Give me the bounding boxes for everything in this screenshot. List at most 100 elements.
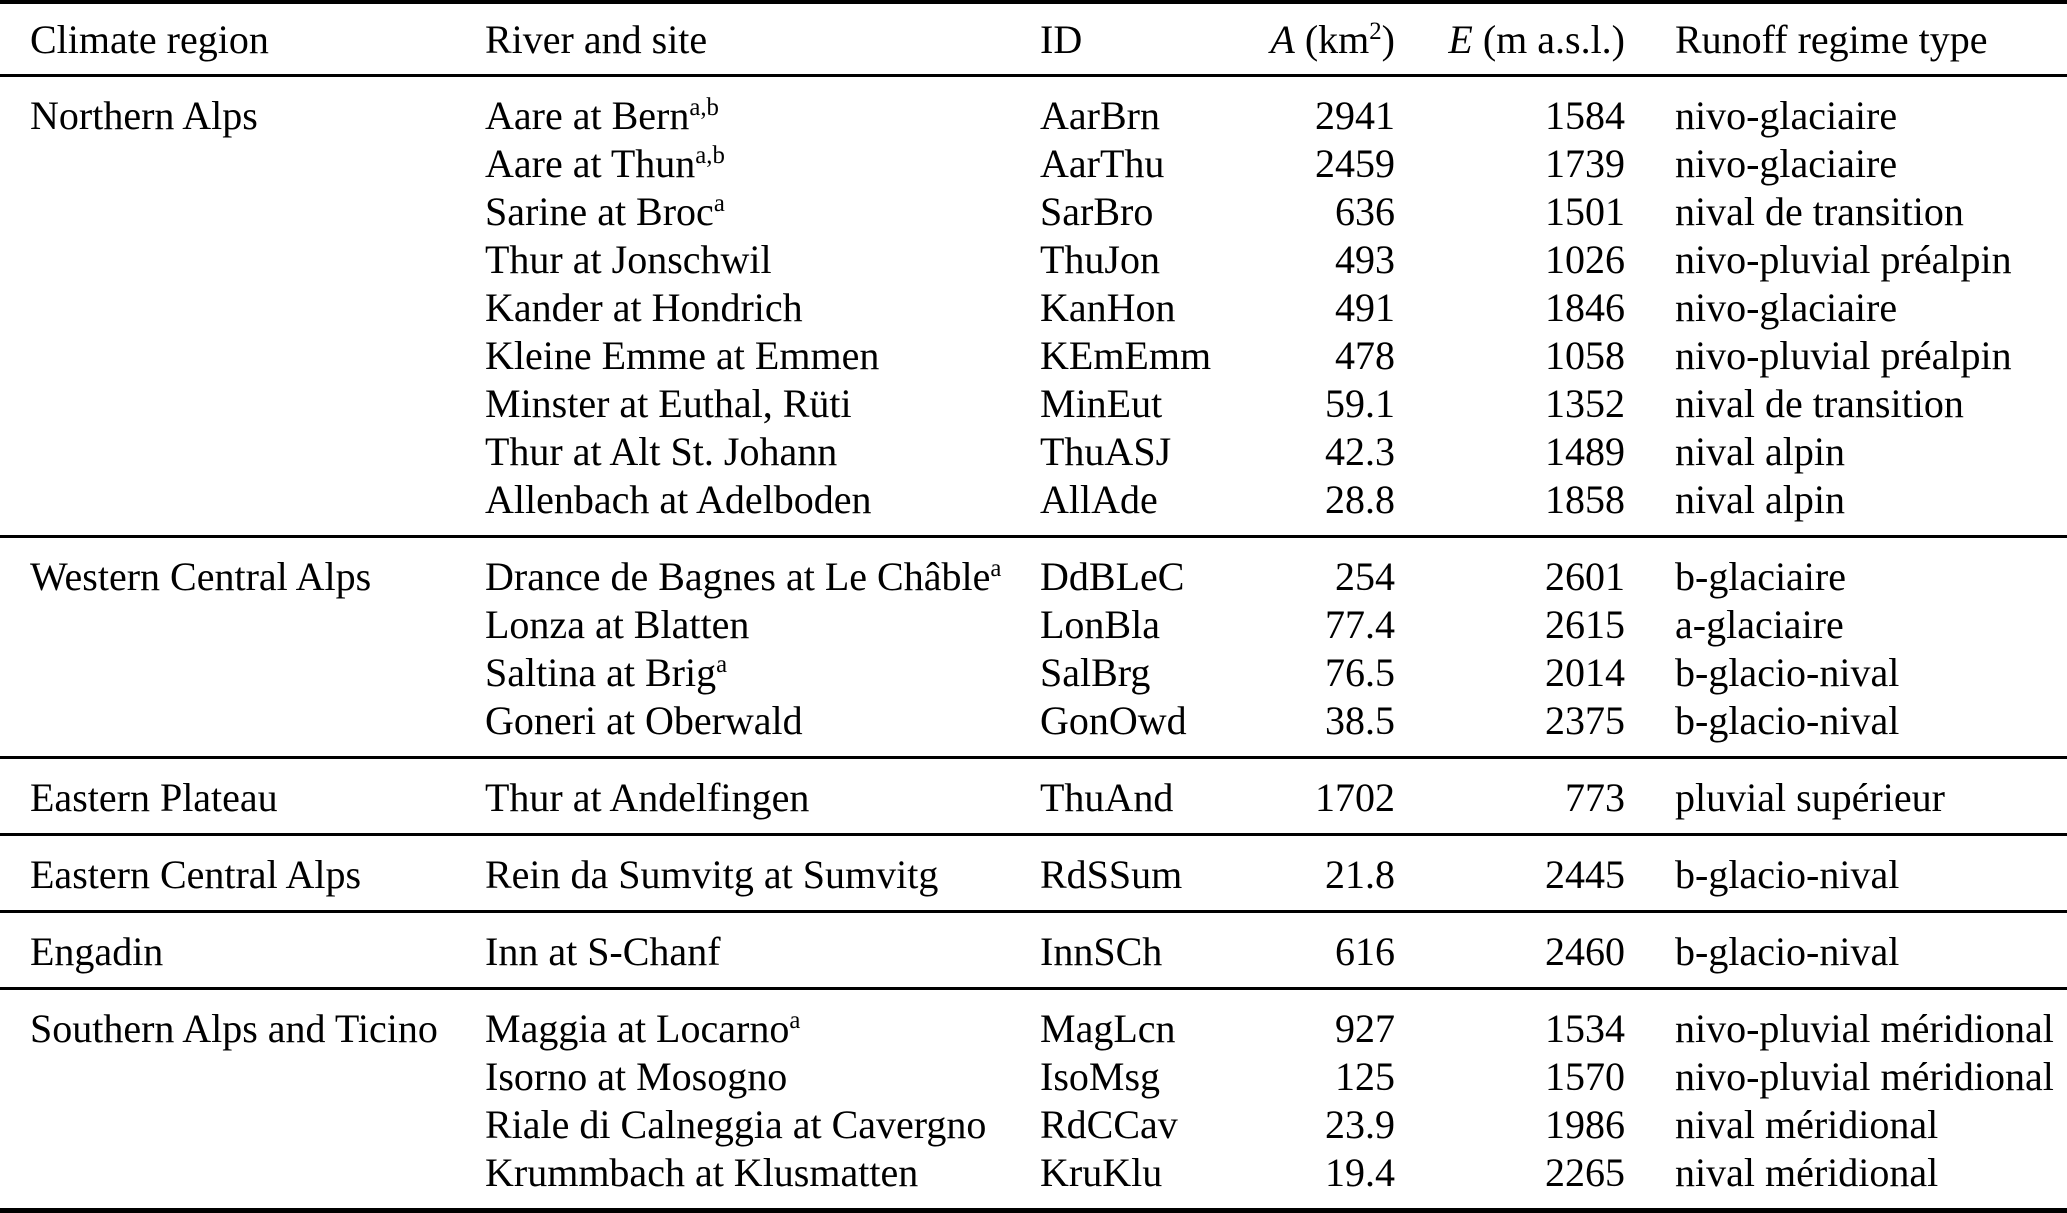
table-row: Kander at Hondrich KanHon 491 1846 nivo-glac… [0, 283, 2067, 331]
river-site-cell: Maggia at Locarnoa [485, 987, 1040, 1052]
elevation-cell-text: 1489 [1545, 428, 1625, 474]
elevation-cell-text: 773 [1565, 774, 1625, 820]
runoff-regime-cell: nivo-glaciaire [1625, 76, 2067, 140]
runoff-regime-cell-text: b-glacio-nival [1675, 697, 1900, 743]
river-site-cell: Goneri at Oberwald [485, 696, 1040, 758]
runoff-regime-cell-text: nivo-glaciaire [1675, 284, 1898, 330]
elevation-cell-text: 1570 [1545, 1053, 1625, 1099]
table-row: Allenbach at Adelboden AllAde 28.8 1858 niva… [0, 475, 2067, 537]
area-unit-exponent: 2 [1369, 17, 1382, 45]
station-id-cell: KanHon [1040, 283, 1240, 331]
station-id-cell-text: RdCCav [1040, 1101, 1178, 1147]
river-site-cell: Rein da Sumvitg at Sumvitg [485, 833, 1040, 912]
station-id-cell-text: AarBrn [1040, 92, 1160, 138]
runoff-regime-cell-text: pluvial supérieur [1675, 774, 1945, 820]
elevation-cell: 1739 [1395, 139, 1625, 187]
station-id-cell-text: GonOwd [1040, 697, 1187, 743]
river-site-cell-text: Thur at Alt St. Johann [485, 428, 838, 474]
area-cell: 21.8 [1240, 833, 1395, 912]
table-row: Eastern Central Alps Rein da Sumvitg at S… [0, 833, 2067, 912]
area-cell-text: 125 [1335, 1053, 1395, 1099]
runoff-regime-cell-text: nival méridional [1675, 1149, 1939, 1195]
elevation-cell: 1986 [1395, 1100, 1625, 1148]
runoff-regime-cell-text: nival de transition [1675, 380, 1964, 426]
station-id-cell-text: MinEut [1040, 380, 1163, 426]
runoff-regime-cell: nivo-glaciaire [1625, 139, 2067, 187]
runoff-regime-cell-text: nivo-glaciaire [1675, 140, 1898, 186]
runoff-regime-cell: b-glacio-nival [1625, 696, 2067, 758]
station-id-cell-text: AarThu [1040, 140, 1165, 186]
elevation-cell: 2014 [1395, 648, 1625, 696]
station-id-cell: IsoMsg [1040, 1052, 1240, 1100]
area-cell-text: 254 [1335, 553, 1395, 599]
elevation-cell-text: 2601 [1545, 553, 1625, 599]
elevation-cell-text: 1739 [1545, 140, 1625, 186]
river-site-cell: Thur at Alt St. Johann [485, 427, 1040, 475]
elevation-cell: 1570 [1395, 1052, 1625, 1100]
elevation-cell-text: 2014 [1545, 649, 1625, 695]
runoff-regime-cell: b-glacio-nival [1625, 833, 2067, 912]
area-cell: 927 [1240, 987, 1395, 1052]
runoff-regime-cell: nivo-pluvial préalpin [1625, 331, 2067, 379]
runoff-regime-cell-text: nival alpin [1675, 428, 1845, 474]
climate-region-cell: Engadin [0, 910, 485, 989]
elevation-cell: 1501 [1395, 187, 1625, 235]
runoff-regime-cell-text: b-glaciaire [1675, 553, 1846, 599]
climate-region-cell [0, 1148, 485, 1211]
station-id-cell: ThuJon [1040, 235, 1240, 283]
table-row: Goneri at Oberwald GonOwd 38.5 2375 b-glacio… [0, 696, 2067, 758]
table-row: Western Central Alps Drance de Bagnes at … [0, 535, 2067, 600]
climate-region-cell: Eastern Central Alps [0, 833, 485, 912]
river-site-cell-text: Thur at Jonschwil [485, 236, 772, 282]
table-row: Riale di Calneggia at Cavergno RdCCav 23.9… [0, 1100, 2067, 1148]
station-id-cell: MinEut [1040, 379, 1240, 427]
area-cell-text: 23.9 [1325, 1101, 1395, 1147]
station-id-cell: MagLcn [1040, 987, 1240, 1052]
river-site-cell: Kander at Hondrich [485, 283, 1040, 331]
climate-region-cell-text: Engadin [30, 928, 164, 974]
river-site-cell: Lonza at Blatten [485, 600, 1040, 648]
elevation-cell: 1858 [1395, 475, 1625, 537]
area-cell-text: 42.3 [1325, 428, 1395, 474]
header-runoff-regime-type: Runoff regime type [1625, 2, 2067, 77]
climate-region-cell: Southern Alps and Ticino [0, 987, 485, 1052]
elevation-cell-text: 1026 [1545, 236, 1625, 282]
river-site-cell: Krummbach at Klusmatten [485, 1148, 1040, 1211]
elevation-cell: 2601 [1395, 535, 1625, 600]
climate-region-cell [0, 427, 485, 475]
elevation-cell-text: 2375 [1545, 697, 1625, 743]
climate-region-cell-text: Western Central Alps [30, 553, 372, 599]
elevation-cell-text: 2265 [1545, 1149, 1625, 1195]
elevation-cell-text: 1986 [1545, 1101, 1625, 1147]
table-row: Kleine Emme at Emmen KEmEmm 478 1058 nivo-pl… [0, 331, 2067, 379]
station-id-cell-text: MagLcn [1040, 1005, 1176, 1051]
area-cell-text: 76.5 [1325, 649, 1395, 695]
elevation-cell-text: 2460 [1545, 928, 1625, 974]
runoff-regime-cell: pluvial supérieur [1625, 756, 2067, 835]
elevation-cell-text: 1352 [1545, 380, 1625, 426]
climate-region-cell [0, 187, 485, 235]
station-id-cell-text: IsoMsg [1040, 1053, 1161, 1099]
climate-region-cell-text: Northern Alps [30, 92, 258, 138]
table-row: Engadin Inn at S-Chanf InnSCh 616 2460 b-glac… [0, 910, 2067, 989]
area-cell-text: 59.1 [1325, 380, 1395, 426]
elevation-cell-text: 1584 [1545, 92, 1625, 138]
station-id-cell: RdCCav [1040, 1100, 1240, 1148]
runoff-regime-cell-text: b-glacio-nival [1675, 851, 1900, 897]
river-site-cell: Saltina at Briga [485, 648, 1040, 696]
runoff-regime-cell-text: nivo-pluvial préalpin [1675, 332, 2012, 378]
runoff-regime-cell-text: nival méridional [1675, 1101, 1939, 1147]
station-id-cell-text: DdBLeC [1040, 553, 1185, 599]
elevation-cell: 2375 [1395, 696, 1625, 758]
runoff-regime-cell-text: nivo-pluvial méridional [1675, 1053, 2054, 1099]
station-id-cell: AarThu [1040, 139, 1240, 187]
runoff-regime-cell: nival méridional [1625, 1100, 2067, 1148]
river-site-cell-text: Allenbach at Adelboden [485, 476, 872, 522]
area-cell: 125 [1240, 1052, 1395, 1100]
station-id-cell-text: KruKlu [1040, 1149, 1163, 1195]
runoff-regime-cell: nival alpin [1625, 475, 2067, 537]
header-id: ID [1040, 2, 1240, 77]
runoff-regime-cell: b-glaciaire [1625, 535, 2067, 600]
runoff-regime-cell-text: nival alpin [1675, 476, 1845, 522]
climate-region-cell [0, 600, 485, 648]
